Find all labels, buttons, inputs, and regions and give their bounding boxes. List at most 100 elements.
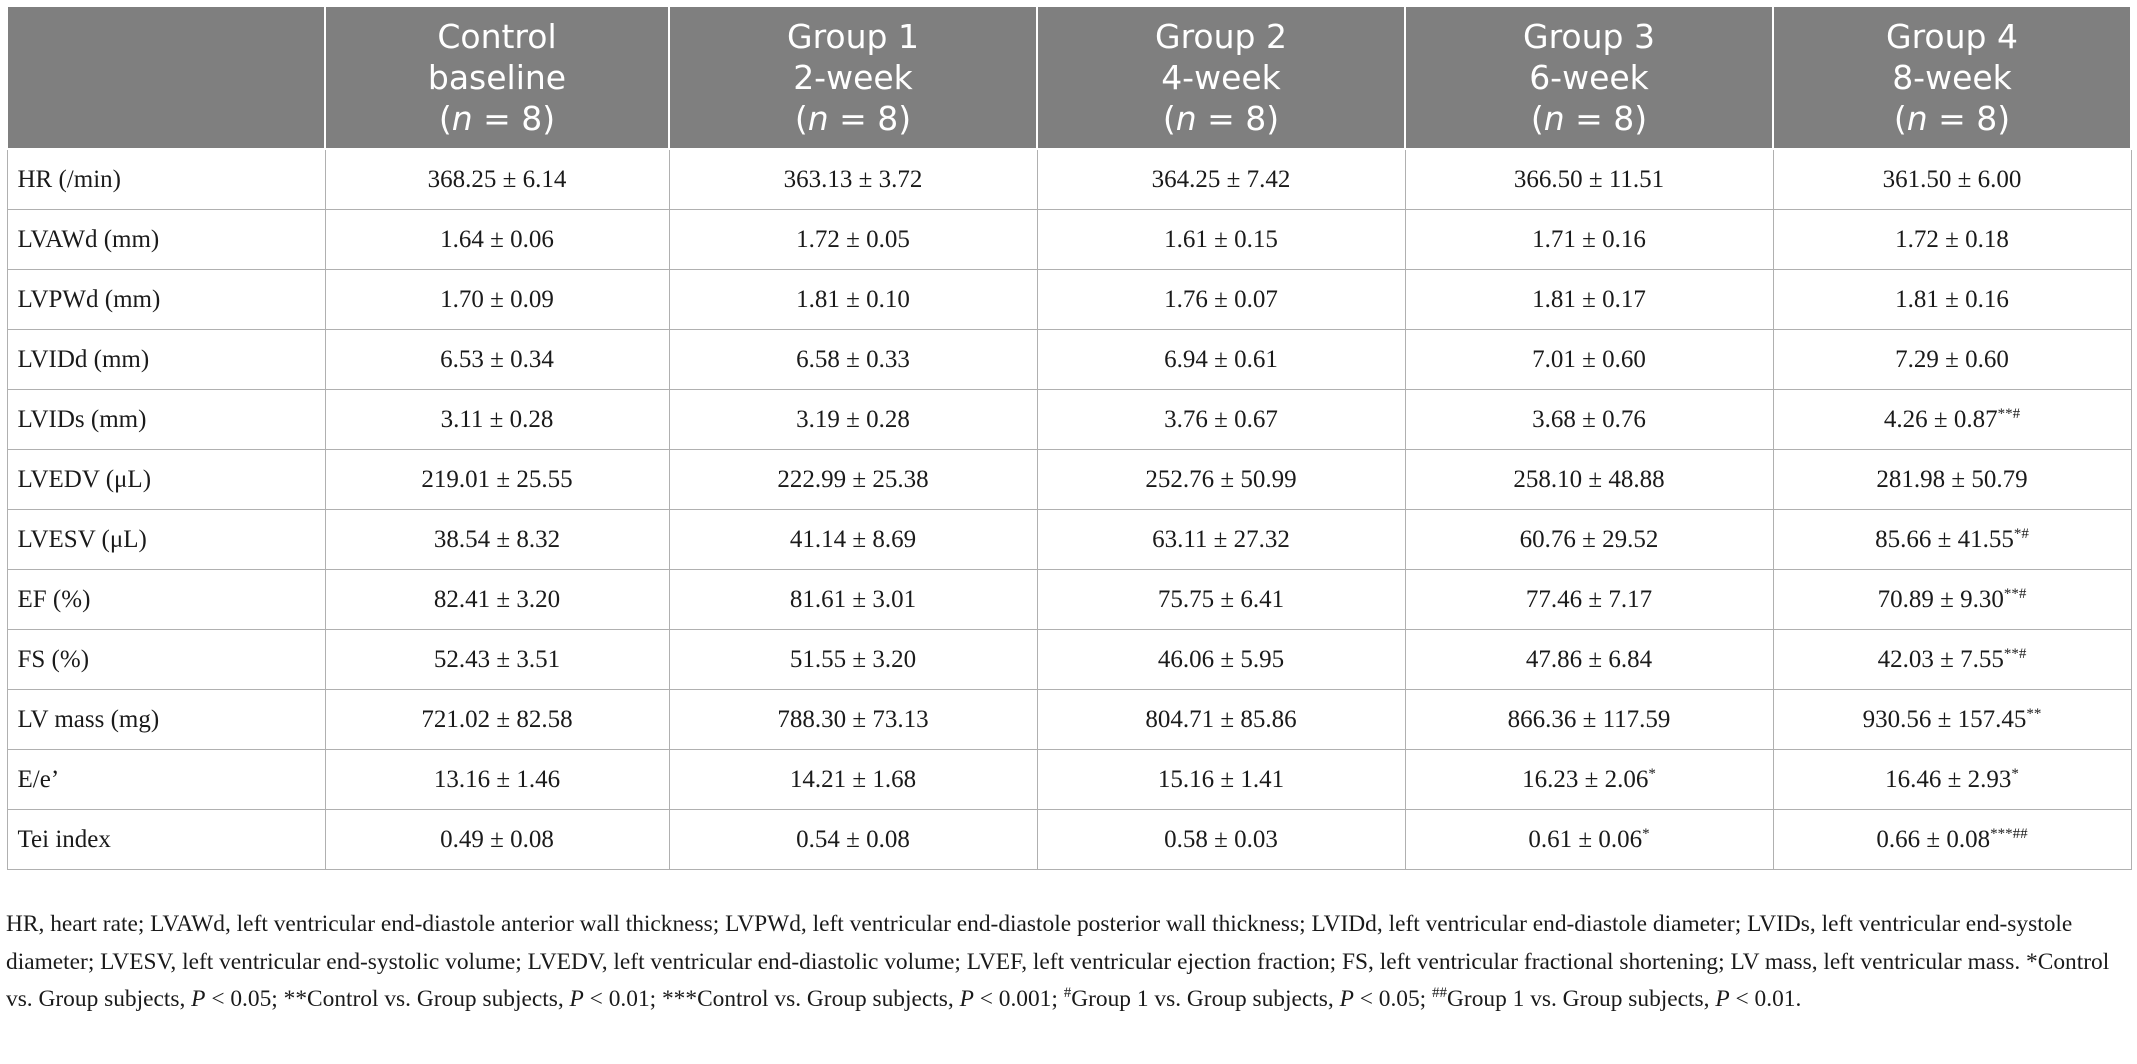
cell-value: 0.58 ± 0.03 [1164, 825, 1278, 853]
cell-value: 51.55 ± 3.20 [789, 645, 917, 673]
header-subtitle: 8-week [1892, 58, 2012, 97]
significance-mark: ***## [1990, 825, 2028, 842]
footnote-double-hash-mark: ## [1432, 985, 1448, 1001]
table-row: LVEDV (μL) 219.01 ± 25.55 222.99 ± 25.38 25… [6, 449, 2132, 510]
cell-value: 52.43 ± 3.51 [433, 645, 561, 673]
table-cell: 0.61 ± 0.06* [1404, 809, 1774, 870]
cell-value: 866.36 ± 117.59 [1507, 705, 1671, 733]
header-n: (n = 8) [438, 99, 556, 138]
header-n: (n = 8) [1162, 99, 1280, 138]
significance-mark: **# [2003, 585, 2027, 602]
table-cell: 42.03 ± 7.55**# [1772, 629, 2132, 690]
cell-value: 0.49 ± 0.08 [440, 825, 554, 853]
table-container: Control baseline (n = 8) Group 1 2-week … [6, 5, 2132, 870]
table-row: Tei index 0.49 ± 0.08 0.54 ± 0.08 0.58 ± 0.… [6, 809, 2132, 870]
table-cell: 866.36 ± 117.59 [1404, 689, 1774, 750]
row-label: LVEDV (μL) [6, 449, 326, 510]
table-cell: 788.30 ± 73.13 [668, 689, 1038, 750]
table-cell: 721.02 ± 82.58 [324, 689, 670, 750]
header-title: Control [437, 17, 557, 56]
table-row: LVIDs (mm) 3.11 ± 0.28 3.19 ± 0.28 3.76 ± 0… [6, 389, 2132, 450]
cell-value: 46.06 ± 5.95 [1157, 645, 1285, 673]
header-group-1: Group 1 2-week (n = 8) [668, 5, 1038, 150]
cell-value: 16.46 ± 2.93 [1885, 765, 2012, 793]
significance-mark: * [1642, 825, 1650, 842]
table-row: E/e’ 13.16 ± 1.46 14.21 ± 1.68 15.16 ± 1.41… [6, 749, 2132, 810]
header-subtitle: 6-week [1529, 58, 1649, 97]
cell-value: 0.66 ± 0.08 [1876, 825, 1991, 853]
table-cell: 13.16 ± 1.46 [324, 749, 670, 810]
table-cell: 1.72 ± 0.18 [1772, 209, 2132, 270]
table-cell: 38.54 ± 8.32 [324, 509, 670, 570]
table-cell: 366.50 ± 11.51 [1404, 148, 1774, 210]
header-row: Control baseline (n = 8) Group 1 2-week … [6, 5, 2132, 150]
header-subtitle: baseline [427, 58, 567, 97]
table-cell: 363.13 ± 3.72 [668, 148, 1038, 210]
cell-value: 4.26 ± 0.87 [1883, 405, 1998, 433]
table-cell: 4.26 ± 0.87**# [1772, 389, 2132, 450]
cell-value: 15.16 ± 1.41 [1157, 765, 1285, 793]
row-label: LVESV (μL) [6, 509, 326, 570]
table-cell: 82.41 ± 3.20 [324, 569, 670, 630]
cell-value: 1.72 ± 0.05 [796, 225, 910, 253]
significance-mark: **# [1997, 405, 2021, 422]
cell-value: 63.11 ± 27.32 [1152, 525, 1290, 553]
footnote-p-symbol: P [1715, 986, 1730, 1012]
echocardiography-table: Control baseline (n = 8) Group 1 2-week … [6, 5, 2132, 870]
cell-value: 75.75 ± 6.41 [1157, 585, 1285, 613]
cell-value: 930.56 ± 157.45 [1862, 705, 2027, 733]
table-row: LVIDd (mm) 6.53 ± 0.34 6.58 ± 0.33 6.94 ± 0… [6, 329, 2132, 390]
cell-value: 1.71 ± 0.16 [1532, 225, 1646, 253]
cell-value: 258.10 ± 48.88 [1513, 465, 1665, 493]
cell-value: 1.70 ± 0.09 [440, 285, 554, 313]
table-cell: 3.68 ± 0.76 [1404, 389, 1774, 450]
table-row: LVESV (μL) 38.54 ± 8.32 41.14 ± 8.69 63.11 … [6, 509, 2132, 570]
table-cell: 3.11 ± 0.28 [324, 389, 670, 450]
table-cell: 1.72 ± 0.05 [668, 209, 1038, 270]
cell-value: 721.02 ± 82.58 [421, 705, 573, 733]
cell-value: 82.41 ± 3.20 [433, 585, 561, 613]
cell-value: 47.86 ± 6.84 [1525, 645, 1653, 673]
table-cell: 15.16 ± 1.41 [1036, 749, 1406, 810]
header-subtitle: 4-week [1161, 58, 1281, 97]
header-group-3: Group 3 6-week (n = 8) [1404, 5, 1774, 150]
table-row: FS (%) 52.43 ± 3.51 51.55 ± 3.20 46.06 ± 5.… [6, 629, 2132, 690]
row-label: LVIDd (mm) [6, 329, 326, 390]
table-cell: 804.71 ± 85.86 [1036, 689, 1406, 750]
cell-value: 6.58 ± 0.33 [796, 345, 910, 373]
cell-value: 1.72 ± 0.18 [1895, 225, 2009, 253]
table-row: HR (/min) 368.25 ± 6.14 363.13 ± 3.72 364.2… [6, 148, 2132, 210]
table-cell: 77.46 ± 7.17 [1404, 569, 1774, 630]
table-cell: 60.76 ± 29.52 [1404, 509, 1774, 570]
table-cell: 258.10 ± 48.88 [1404, 449, 1774, 510]
cell-value: 1.76 ± 0.07 [1164, 285, 1278, 313]
cell-value: 1.81 ± 0.16 [1895, 285, 2009, 313]
cell-value: 3.11 ± 0.28 [440, 405, 554, 433]
header-subtitle: 2-week [793, 58, 913, 97]
table-cell: 6.53 ± 0.34 [324, 329, 670, 390]
significance-mark: * [2011, 765, 2019, 782]
footnote-p-symbol: P [959, 986, 974, 1012]
table-cell: 41.14 ± 8.69 [668, 509, 1038, 570]
table-cell: 1.81 ± 0.10 [668, 269, 1038, 330]
significance-mark: *# [2013, 525, 2029, 542]
table-row: LV mass (mg) 721.02 ± 82.58 788.30 ± 73.13… [6, 689, 2132, 750]
table-cell: 63.11 ± 27.32 [1036, 509, 1406, 570]
cell-value: 3.19 ± 0.28 [796, 405, 910, 433]
table-cell: 281.98 ± 50.79 [1772, 449, 2132, 510]
cell-value: 366.50 ± 11.51 [1513, 165, 1665, 193]
table-cell: 1.71 ± 0.16 [1404, 209, 1774, 270]
header-title: Group 4 [1886, 17, 2018, 56]
table-cell: 81.61 ± 3.01 [668, 569, 1038, 630]
row-label: LVPWd (mm) [6, 269, 326, 330]
table-cell: 14.21 ± 1.68 [668, 749, 1038, 810]
significance-mark: ** [2026, 705, 2042, 722]
table-cell: 6.58 ± 0.33 [668, 329, 1038, 390]
cell-value: 804.71 ± 85.86 [1145, 705, 1297, 733]
cell-value: 14.21 ± 1.68 [789, 765, 917, 793]
table-footnote: HR, heart rate; LVAWd, left ventricular … [6, 911, 2110, 1012]
header-n: (n = 8) [794, 99, 912, 138]
header-title: Group 2 [1155, 17, 1287, 56]
footnote-significance-2: **Control vs. Group subjects, [283, 986, 570, 1012]
header-corner [6, 5, 326, 150]
